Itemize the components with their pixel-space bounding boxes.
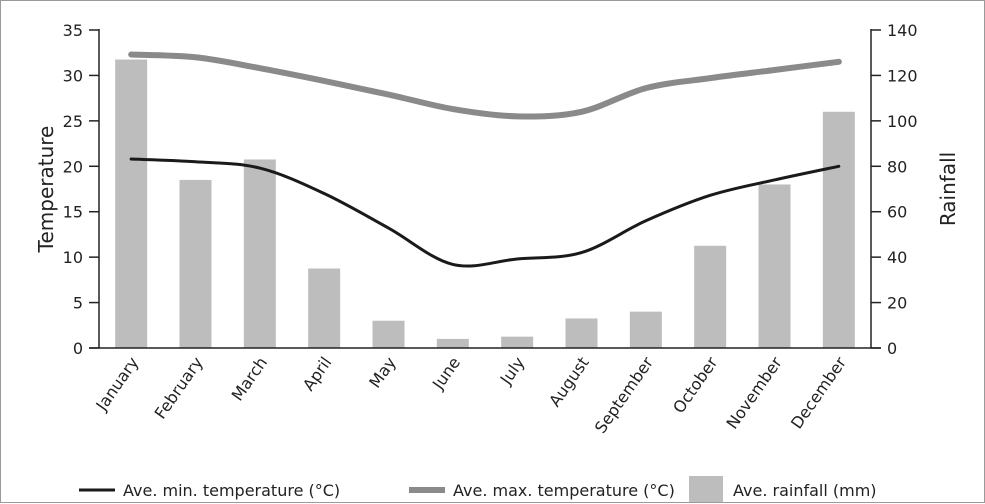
rainfall-bar (501, 336, 534, 348)
category-label: December (787, 353, 850, 432)
rainfall-bar (179, 179, 212, 348)
category-label: November (722, 353, 786, 432)
category-label: May (365, 353, 400, 391)
right-tick-label: 60 (887, 203, 907, 222)
category-labels: January February March April May June July Augu… (92, 353, 851, 437)
left-tick-label: 35 (63, 21, 83, 40)
right-axis-title: Rainfall (936, 152, 960, 226)
rainfall-bar (372, 320, 405, 348)
category-label: October (669, 353, 722, 417)
left-axis-title: Temperature (34, 126, 58, 254)
rainfall-bar (822, 111, 855, 349)
max-temperature-line (128, 51, 842, 120)
category-label: January (92, 353, 143, 414)
right-tick-label: 40 (887, 248, 907, 267)
legend-label: Ave. min. temperature (°C) (123, 481, 340, 500)
rainfall-bar (694, 245, 727, 348)
rainfall-bar (308, 268, 341, 348)
rainfall-bar (115, 59, 148, 349)
rainfall-bar (565, 318, 598, 348)
category-label: March (228, 353, 272, 404)
legend-swatch (689, 476, 723, 502)
left-tick-label: 15 (63, 203, 83, 222)
right-tick-label: 20 (887, 294, 907, 313)
category-label: February (151, 353, 207, 422)
right-tick-label: 120 (887, 66, 918, 85)
min-temperature-line (129, 157, 841, 268)
rainfall-bar (758, 184, 791, 348)
left-axis-ticks: 0 5 10 15 20 25 30 35 (63, 21, 99, 358)
right-tick-label: 80 (887, 157, 907, 176)
axes (89, 29, 881, 349)
right-tick-label: 140 (887, 21, 918, 40)
rainfall-bar (629, 311, 662, 348)
category-label: July (496, 353, 529, 388)
right-tick-label: 0 (887, 339, 897, 358)
rainfall-bar (243, 159, 276, 348)
category-label: June (428, 353, 464, 393)
legend: Ave. min. temperature (°C) Ave. max. temp… (79, 476, 877, 502)
right-tick-label: 100 (887, 112, 918, 131)
category-label: April (299, 353, 336, 394)
left-tick-label: 10 (63, 248, 83, 267)
rainfall-bar (436, 338, 469, 348)
rainfall-bars (115, 59, 855, 349)
right-axis-ticks: 0 20 40 60 80 100 120 140 (871, 21, 918, 358)
left-tick-label: 0 (73, 339, 83, 358)
legend-label: Ave. max. temperature (°C) (453, 481, 675, 500)
left-tick-label: 25 (63, 112, 83, 131)
left-tick-label: 5 (73, 294, 83, 313)
legend-label: Ave. rainfall (mm) (733, 481, 877, 500)
category-label: August (545, 353, 593, 410)
left-tick-label: 30 (63, 66, 83, 85)
temperature-lines (128, 51, 842, 268)
category-label: September (591, 353, 658, 437)
left-tick-label: 20 (63, 157, 83, 176)
